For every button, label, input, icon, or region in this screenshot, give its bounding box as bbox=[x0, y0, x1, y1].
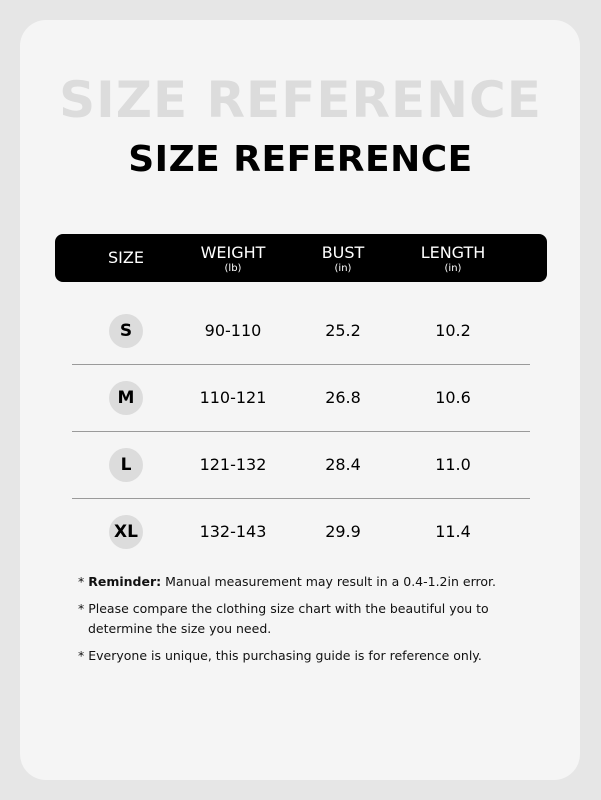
header-length-label: LENGTH bbox=[420, 243, 486, 262]
table-row: S 90-110 25.2 10.2 bbox=[0, 311, 601, 351]
table-header: SIZE WEIGHT (lb) BUST (in) LENGTH (in) bbox=[55, 234, 547, 282]
header-size: SIZE bbox=[66, 249, 186, 267]
size-badge: XL bbox=[109, 515, 143, 549]
table-row: XL 132-143 29.9 11.4 bbox=[0, 512, 601, 552]
note-reminder: * Reminder: Manual measurement may resul… bbox=[78, 572, 528, 592]
note-unique-text: Everyone is unique, this purchasing guid… bbox=[88, 648, 482, 663]
weight-cell: 90-110 bbox=[204, 321, 262, 340]
row-divider bbox=[72, 431, 530, 432]
bust-cell: 29.9 bbox=[325, 522, 361, 541]
note-compare: * Please compare the clothing size chart… bbox=[78, 599, 528, 639]
header-bust: BUST (in) bbox=[283, 244, 403, 275]
table-row: M 110-121 26.8 10.6 bbox=[0, 378, 601, 418]
size-badge: S bbox=[109, 314, 143, 348]
header-weight: WEIGHT (lb) bbox=[173, 244, 293, 275]
size-badge: L bbox=[109, 448, 143, 482]
bullet-icon: * bbox=[78, 574, 85, 589]
header-weight-label: WEIGHT bbox=[200, 243, 266, 262]
header-length-unit: (in) bbox=[444, 263, 462, 274]
weight-cell: 121-132 bbox=[199, 455, 267, 474]
notes: * Reminder: Manual measurement may resul… bbox=[78, 572, 528, 673]
header-bust-unit: (in) bbox=[334, 263, 352, 274]
header-weight-unit: (lb) bbox=[224, 263, 242, 274]
size-badge: M bbox=[109, 381, 143, 415]
reminder-label: Reminder: bbox=[88, 574, 162, 589]
length-cell: 11.4 bbox=[435, 522, 471, 541]
note-unique: * Everyone is unique, this purchasing gu… bbox=[78, 646, 528, 666]
row-divider bbox=[72, 364, 530, 365]
weight-cell: 110-121 bbox=[199, 388, 267, 407]
ghost-title: SIZE REFERENCE bbox=[59, 71, 542, 129]
header-bust-label: BUST bbox=[321, 243, 365, 262]
page-title: SIZE REFERENCE bbox=[128, 139, 473, 180]
bust-cell: 26.8 bbox=[325, 388, 361, 407]
header-length: LENGTH (in) bbox=[393, 244, 513, 275]
length-cell: 11.0 bbox=[435, 455, 471, 474]
bust-cell: 28.4 bbox=[325, 455, 361, 474]
bust-cell: 25.2 bbox=[325, 321, 361, 340]
note-compare-text: Please compare the clothing size chart w… bbox=[88, 601, 489, 636]
bullet-icon: * bbox=[78, 648, 85, 663]
header-size-label: SIZE bbox=[108, 248, 144, 267]
bullet-icon: * bbox=[78, 601, 85, 616]
table-row: L 121-132 28.4 11.0 bbox=[0, 445, 601, 485]
weight-cell: 132-143 bbox=[199, 522, 267, 541]
length-cell: 10.2 bbox=[435, 321, 471, 340]
row-divider bbox=[72, 498, 530, 499]
reminder-text: Manual measurement may result in a 0.4-1… bbox=[161, 574, 496, 589]
length-cell: 10.6 bbox=[435, 388, 471, 407]
